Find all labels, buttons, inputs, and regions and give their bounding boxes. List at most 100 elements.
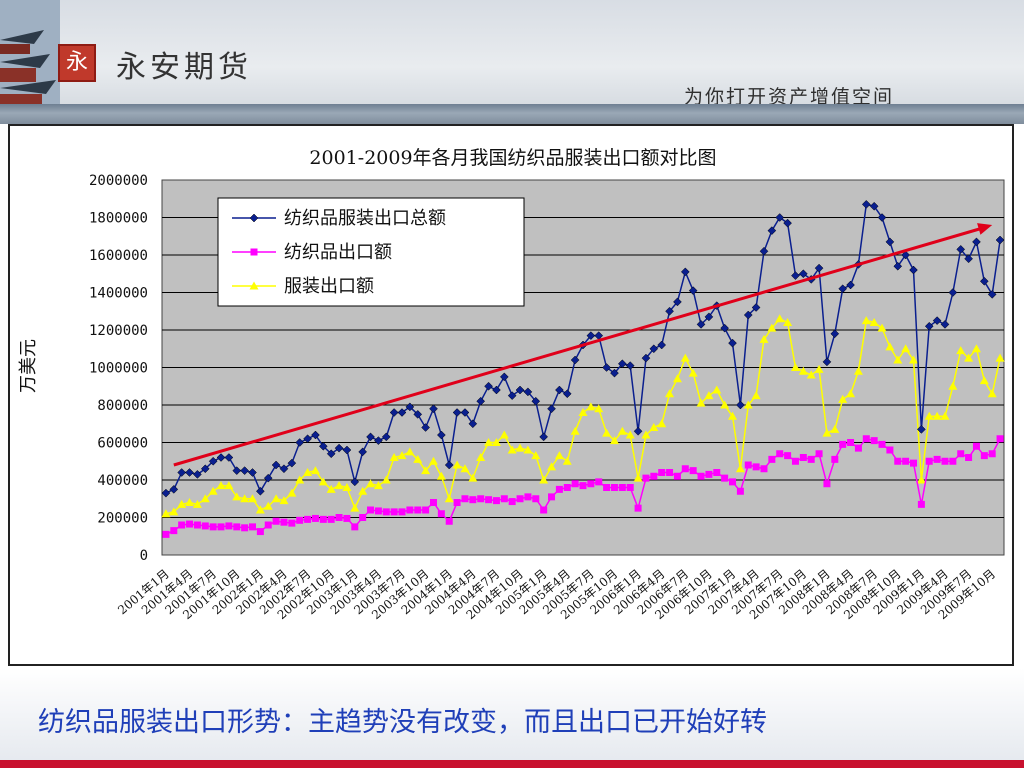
data-point <box>303 434 312 444</box>
data-point <box>869 201 879 211</box>
data-point <box>460 408 470 417</box>
data-point <box>877 323 887 332</box>
data-point <box>822 428 832 437</box>
data-point <box>225 522 233 530</box>
data-point <box>799 454 807 461</box>
data-point <box>721 474 729 482</box>
data-point <box>327 515 335 523</box>
y-axis-label: 万美元 <box>18 339 39 393</box>
data-point <box>586 331 596 340</box>
data-point <box>940 320 950 329</box>
data-point <box>304 515 312 523</box>
y-tick-label: 0 <box>140 548 148 564</box>
data-point <box>295 475 305 484</box>
data-point <box>610 368 619 378</box>
data-point <box>831 455 839 463</box>
data-point <box>444 494 454 503</box>
data-point <box>445 517 453 525</box>
data-point <box>460 464 470 473</box>
data-point <box>823 480 831 488</box>
data-point <box>956 346 966 355</box>
legend-marker <box>249 213 259 223</box>
data-point <box>603 484 611 491</box>
data-point <box>311 430 320 440</box>
data-point <box>713 469 721 476</box>
y-tick-label: 1000000 <box>89 361 148 377</box>
data-point <box>649 344 659 354</box>
data-point <box>743 310 753 320</box>
data-point <box>562 456 572 465</box>
logo-glyph: 永 <box>65 50 88 75</box>
series-diamond <box>161 200 1005 498</box>
data-point <box>169 485 179 494</box>
data-point <box>185 468 194 477</box>
data-point <box>617 426 627 435</box>
data-point <box>217 523 225 531</box>
data-point <box>389 408 399 417</box>
data-point <box>846 389 856 398</box>
data-point <box>224 481 234 490</box>
data-point <box>673 297 682 307</box>
y-tick-label: 2000000 <box>89 173 148 189</box>
data-point <box>602 428 612 437</box>
data-point <box>625 430 635 439</box>
data-point <box>720 323 729 333</box>
y-tick-label: 800000 <box>97 398 148 414</box>
data-point <box>846 280 855 290</box>
data-point <box>751 303 761 312</box>
data-point <box>452 460 462 469</box>
data-point <box>688 368 698 377</box>
data-point <box>830 424 840 433</box>
data-point <box>484 381 493 391</box>
data-point <box>995 353 1005 362</box>
data-point <box>485 496 493 504</box>
data-point <box>476 396 486 406</box>
data-point <box>704 312 714 322</box>
legend-marker <box>249 281 259 290</box>
data-point <box>468 473 478 482</box>
data-point <box>170 527 178 535</box>
data-point <box>689 467 697 475</box>
data-point <box>406 506 414 514</box>
data-point <box>263 473 273 483</box>
data-point <box>169 507 179 516</box>
footer-red-bar <box>0 760 1024 768</box>
data-point <box>499 430 509 439</box>
data-point <box>382 508 390 516</box>
data-point <box>893 261 903 271</box>
data-point <box>444 460 454 470</box>
slide-header: 永 永安期货 为你打开资产增值空间 <box>0 0 1024 124</box>
data-point <box>902 457 910 465</box>
data-point <box>791 271 800 280</box>
data-point <box>405 402 415 412</box>
data-point <box>790 363 800 371</box>
data-point <box>232 466 242 475</box>
data-point <box>319 515 327 523</box>
legend-label: 纺织品服装出口总额 <box>284 208 446 229</box>
data-point <box>484 438 494 446</box>
data-point <box>461 495 469 503</box>
data-point <box>767 323 777 332</box>
data-point <box>594 404 604 413</box>
data-point <box>303 468 313 476</box>
data-point <box>161 509 171 518</box>
data-point <box>491 438 501 446</box>
data-point <box>641 430 651 439</box>
data-point <box>917 425 926 434</box>
data-point <box>414 506 422 514</box>
data-point <box>625 361 635 370</box>
data-point <box>524 493 532 501</box>
data-point <box>791 457 799 465</box>
data-point <box>492 497 500 505</box>
data-point <box>193 521 201 529</box>
data-point <box>523 387 533 397</box>
data-point <box>853 366 863 375</box>
data-point <box>578 408 588 416</box>
data-point <box>428 456 438 465</box>
data-point <box>351 523 359 531</box>
data-point <box>798 366 808 375</box>
data-point <box>869 318 879 326</box>
data-point <box>279 496 289 505</box>
data-point <box>736 487 744 495</box>
data-point <box>744 461 752 469</box>
